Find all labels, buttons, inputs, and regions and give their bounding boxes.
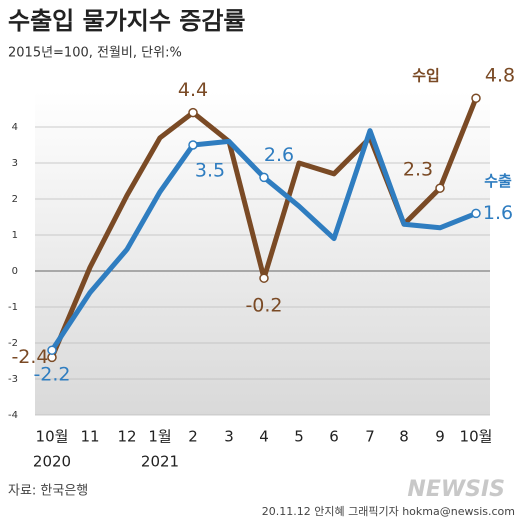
data-label: -2.2: [33, 364, 70, 386]
data-label: -2.4: [11, 346, 48, 368]
data-label: -0.2: [245, 295, 282, 317]
x-tick-label: 10월: [36, 428, 69, 446]
chart-title: 수출입 물가지수 증감률: [8, 7, 246, 35]
data-label: 4.8: [485, 65, 515, 87]
point-marker: [188, 140, 198, 150]
y-tick-label: -1: [8, 302, 18, 313]
y-tick-label: -2: [8, 338, 18, 349]
x-tick-label: 11: [80, 428, 99, 446]
y-tick-label: 0: [12, 266, 18, 277]
x-tick-label: 4: [259, 428, 269, 446]
plot-area: [35, 91, 490, 415]
x-year-label: 2021: [141, 453, 179, 471]
chart-subtitle: 2015년=100, 전월비, 단위:%: [8, 46, 182, 61]
y-tick-label: 2: [12, 194, 18, 205]
series-label: 수입: [412, 67, 440, 85]
x-tick-label: 2: [188, 428, 198, 446]
data-label: 2.3: [403, 159, 433, 181]
point-marker: [259, 172, 269, 183]
point-marker: [188, 107, 198, 118]
source: 자료: 한국은행: [8, 483, 88, 499]
logo: NEWSIS: [407, 477, 505, 502]
y-tick-label: -3: [8, 374, 18, 385]
x-tick-label: 6: [329, 428, 339, 446]
data-label: 3.5: [195, 160, 225, 182]
credit: 20.11.12 안지혜 그래픽기자 hokma@newsis.com: [262, 505, 515, 518]
point-marker: [471, 93, 481, 103]
x-tick-label: 12: [117, 428, 136, 446]
point-marker: [435, 183, 445, 193]
y-tick-label: 3: [12, 158, 18, 169]
x-tick-label: 3: [224, 428, 234, 446]
x-tick-label: 5: [294, 428, 304, 446]
x-tick-label: 9: [435, 428, 445, 446]
point-marker: [471, 208, 481, 219]
point-marker: [47, 345, 57, 355]
data-label: 1.6: [483, 202, 513, 224]
data-label: 4.4: [178, 79, 208, 101]
x-tick-label: 10월: [460, 428, 493, 446]
series-label: 수출: [484, 172, 512, 190]
x-tick-label: 7: [365, 428, 375, 446]
y-tick-label: -4: [8, 410, 18, 421]
x-year-label: 2020: [33, 453, 71, 471]
y-tick-label: 4: [12, 122, 18, 133]
x-tick-label: 8: [399, 428, 409, 446]
data-label: 2.6: [264, 144, 294, 166]
point-marker: [259, 273, 269, 283]
y-tick-label: 1: [12, 230, 18, 241]
x-tick-label: 1월: [148, 428, 171, 446]
